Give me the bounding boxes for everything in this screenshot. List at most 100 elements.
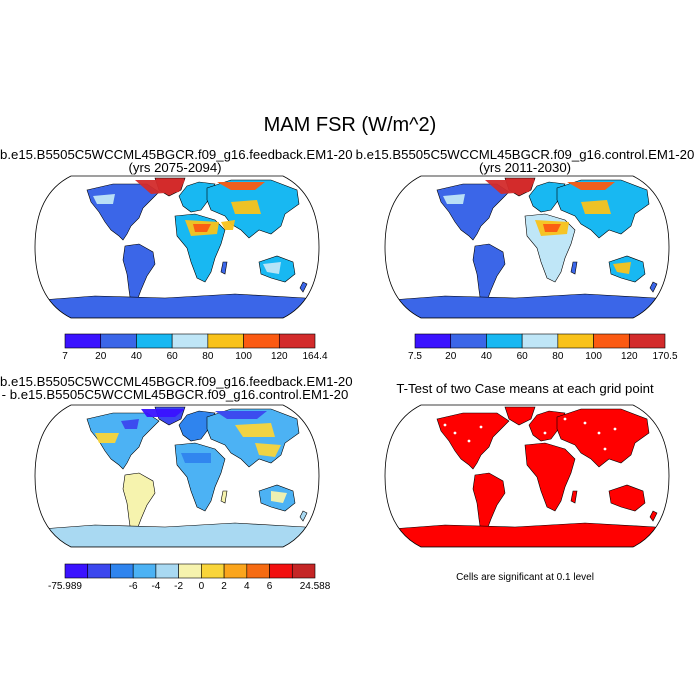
- panel2-title-line1: b.e15.B5505C5WCCML45BGCR.f09_g16.control…: [355, 147, 695, 162]
- continent-nz: [299, 281, 308, 293]
- panel3-title-line2: - b.e15.B5505C5WCCML45BGCR.f09_g16.contr…: [1, 387, 349, 402]
- colorbar-tick-label: -6: [129, 581, 138, 592]
- value-patch: [443, 194, 465, 204]
- continent-madagascar: [570, 490, 578, 504]
- colorbar-box: [136, 333, 173, 349]
- colorbar-tick-label: 120: [271, 351, 288, 362]
- panel4-title: T-Test of two Case means at each grid po…: [396, 381, 654, 396]
- non-significant-cell: [583, 421, 587, 425]
- colorbar-box: [414, 333, 452, 349]
- colorbar-box: [450, 333, 487, 349]
- non-significant-cell: [453, 431, 457, 435]
- colorbar-tick-label: 120: [621, 351, 638, 362]
- value-patch: [217, 182, 265, 190]
- colorbar-tick-label: 20: [95, 351, 107, 362]
- colorbar-box: [557, 333, 594, 349]
- map-border: [384, 175, 670, 319]
- value-patch: [263, 262, 281, 274]
- colorbar-box: [278, 333, 316, 349]
- colorbar-tick-label: 4: [244, 581, 250, 592]
- panel1-title-line1: b.e15.B5505C5WCCML45BGCR.f09_g16.feedbac…: [0, 147, 353, 162]
- colorbar-tick-label: 0: [199, 581, 205, 592]
- colorbar-tick-label: -75.989: [48, 581, 82, 592]
- colorbar-tick-label: 20: [445, 351, 457, 362]
- colorbar-box: [521, 333, 559, 349]
- colorbar-box: [110, 563, 134, 579]
- colorbar-box: [100, 333, 137, 349]
- value-patch: [215, 411, 267, 419]
- continent-nz: [299, 510, 308, 522]
- map-border: [34, 404, 320, 548]
- non-significant-cell: [479, 425, 483, 429]
- colorbar-box: [155, 563, 179, 579]
- colorbar-tick-label: 40: [131, 351, 143, 362]
- value-patch: [193, 224, 211, 232]
- value-patch: [255, 443, 281, 457]
- colorbar-tick-label: 40: [481, 351, 493, 362]
- colorbar-tick-label: 80: [202, 351, 214, 362]
- non-significant-cell: [597, 431, 601, 435]
- value-patch: [141, 409, 185, 417]
- value-patch: [121, 419, 139, 429]
- value-patch: [231, 200, 261, 214]
- non-significant-cell: [543, 431, 547, 435]
- continent-antarctica: [390, 293, 664, 318]
- panel1-title-line2: (yrs 2075-2094): [128, 160, 222, 175]
- map-border: [384, 404, 670, 548]
- panel2-map: [384, 175, 670, 319]
- colorbar-box: [132, 563, 157, 579]
- colorbar-tick-label: 60: [167, 351, 179, 362]
- map-border: [34, 175, 320, 319]
- colorbar-tick-label: 2: [221, 581, 227, 592]
- value-patch: [613, 262, 631, 274]
- colorbar-tick-label: 7: [62, 351, 68, 362]
- non-significant-cell: [563, 417, 567, 421]
- colorbar-box: [593, 333, 630, 349]
- panel4-footnote: Cells are significant at 0.1 level: [456, 572, 594, 583]
- continent-asia: [556, 408, 650, 468]
- panel1-map: [34, 175, 320, 319]
- value-patch: [271, 491, 287, 503]
- value-patch: [221, 220, 235, 230]
- non-significant-cell: [443, 423, 447, 427]
- colorbar-tick-label: 100: [235, 351, 252, 362]
- colorbar-tick-label: 170.5: [652, 351, 677, 362]
- panel3-title-line1: b.e15.B5505C5WCCML45BGCR.f09_g16.feedbac…: [0, 374, 353, 389]
- panel2-title-line2: (yrs 2011-2030): [478, 160, 572, 175]
- colorbar-box: [178, 563, 202, 579]
- colorbar-box: [64, 333, 102, 349]
- continent-madagascar: [220, 490, 228, 504]
- colorbar-tick-label: 100: [585, 351, 602, 362]
- continent-namerica: [436, 412, 510, 470]
- colorbar-tick-label: -2: [174, 581, 183, 592]
- colorbar-box: [223, 563, 248, 579]
- colorbar-box: [64, 563, 89, 579]
- colorbar-tick-label: 24.588: [300, 581, 331, 592]
- continent-nz: [649, 281, 658, 293]
- continent-australia: [608, 484, 646, 512]
- colorbar-box: [207, 333, 244, 349]
- continent-antarctica: [40, 293, 314, 318]
- value-patch: [543, 224, 561, 232]
- colorbar-box: [486, 333, 523, 349]
- colorbar-box: [171, 333, 209, 349]
- colorbar-box: [201, 563, 225, 579]
- colorbar-box: [246, 563, 270, 579]
- value-patch: [235, 423, 275, 437]
- colorbar-box: [291, 563, 316, 579]
- continent-namerica: [86, 183, 160, 241]
- value-patch: [181, 453, 211, 463]
- colorbar-box: [243, 333, 280, 349]
- continent-madagascar: [570, 261, 578, 275]
- non-significant-cell: [467, 439, 471, 443]
- colorbar-tick-label: 7.5: [408, 351, 422, 362]
- panel1-colorbar: 7 20 40 60 80 100 120 164.4: [62, 333, 328, 362]
- panel4-map: [384, 404, 670, 548]
- value-patch: [485, 180, 535, 194]
- colorbar-tick-label: 6: [267, 581, 273, 592]
- figure-title: MAM FSR (W/m^2): [263, 114, 437, 136]
- continent-nz: [649, 510, 658, 522]
- colorbar-tick-label: 80: [552, 351, 564, 362]
- continent-namerica: [436, 183, 510, 241]
- value-patch: [567, 182, 615, 190]
